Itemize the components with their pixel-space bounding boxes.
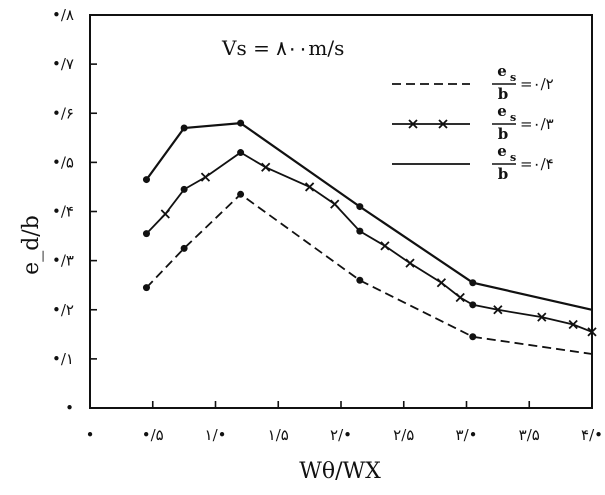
data-point-cross [380, 241, 390, 251]
y-axis-ticks: • •/۱ •/۲ •/۳ •/۴ •/۵ •/۶ •/۷ •/۸ [52, 6, 97, 417]
legend-subscript: s [510, 71, 516, 84]
data-point-cross [304, 182, 315, 192]
x-tick-label: ۱/• [205, 426, 227, 444]
series-es_02 [142, 190, 593, 355]
data-point [180, 185, 188, 193]
y-tick-label: •/۶ [52, 104, 74, 122]
series-es_04 [142, 119, 593, 311]
x-axis-ticks: • •/۵ ۱/• ۱/۵ ۲/• ۲/۵ ۳/• ۳/۵ ۴/• [86, 401, 603, 444]
x-tick-label: ۳/• [456, 426, 478, 444]
legend-value: =۰/۳ [520, 115, 554, 133]
data-point [142, 284, 150, 292]
data-point [180, 244, 188, 252]
legend-swatch-cross [408, 119, 418, 129]
x-tick-label: ۴/• [581, 426, 603, 444]
data-point-cross [330, 199, 340, 209]
x-tick-label: ۱/۵ [268, 426, 289, 444]
series-layer [142, 119, 597, 355]
data-point [356, 227, 364, 235]
x-tick-label: • [86, 426, 95, 444]
legend-entry-es_02: e sb =۰/۲ [392, 62, 554, 103]
legend: e sb=۰/۲e sb=۰/۳e sb=۰/۴ [392, 62, 554, 183]
y-tick-label: •/۵ [52, 153, 74, 171]
y-tick-label: •/۳ [52, 252, 74, 270]
legend-value: =۰/۲ [520, 75, 554, 93]
y-tick-label: • [65, 399, 74, 417]
data-point [356, 203, 364, 211]
data-point [469, 279, 477, 287]
x-tick-label: ۳/۵ [519, 426, 540, 444]
data-point-cross [455, 292, 465, 303]
data-point [142, 230, 150, 238]
y-tick-label: •/۷ [52, 55, 74, 73]
data-point-cross [405, 258, 415, 268]
legend-swatch-cross [438, 119, 448, 129]
data-point-cross [493, 305, 503, 315]
data-point [237, 149, 245, 157]
legend-numerator: e [497, 102, 507, 120]
legend-denominator: b [498, 85, 509, 103]
series-line-es_03 [145, 151, 593, 333]
series-line-es_02 [145, 193, 593, 355]
data-point-cross [587, 327, 597, 337]
x-tick-label: ۲/۵ [393, 426, 414, 444]
series-es_03 [142, 149, 597, 337]
data-point-cross [261, 162, 271, 172]
x-tick-label: •/۵ [142, 426, 164, 444]
data-point-cross [160, 209, 170, 219]
x-axis-title: Wθ/WX [299, 459, 381, 484]
legend-denominator: b [498, 165, 509, 183]
legend-subscript: s [510, 111, 516, 124]
legend-subscript: s [510, 151, 516, 164]
data-point [356, 276, 364, 284]
series-line-es_04 [145, 121, 593, 311]
data-point [237, 190, 245, 198]
data-point-cross [568, 319, 578, 330]
legend-denominator: b [498, 125, 509, 143]
data-point [142, 176, 150, 184]
data-point [180, 124, 188, 132]
data-point [237, 119, 245, 127]
legend-value: =۰/۴ [520, 155, 554, 173]
x-tick-label: ۲/• [330, 426, 352, 444]
data-point [469, 301, 477, 309]
y-axis-title: e_d/b [19, 215, 44, 275]
y-tick-label: •/۱ [52, 350, 74, 368]
data-point-cross [537, 312, 547, 322]
data-point-cross [436, 278, 447, 288]
legend-numerator: e [497, 62, 507, 80]
y-tick-label: •/۸ [52, 6, 74, 24]
legend-entry-es_03: e sb =۰/۳ [392, 102, 554, 143]
y-tick-label: •/۴ [52, 203, 74, 221]
data-point [469, 333, 477, 341]
y-tick-label: •/۲ [52, 301, 74, 319]
legend-numerator: e [497, 142, 507, 160]
legend-entry-es_04: e sb =۰/۴ [392, 142, 554, 183]
data-point-cross [200, 172, 211, 182]
annotation-vs: Vs = ۸۰۰m/s [221, 36, 344, 60]
